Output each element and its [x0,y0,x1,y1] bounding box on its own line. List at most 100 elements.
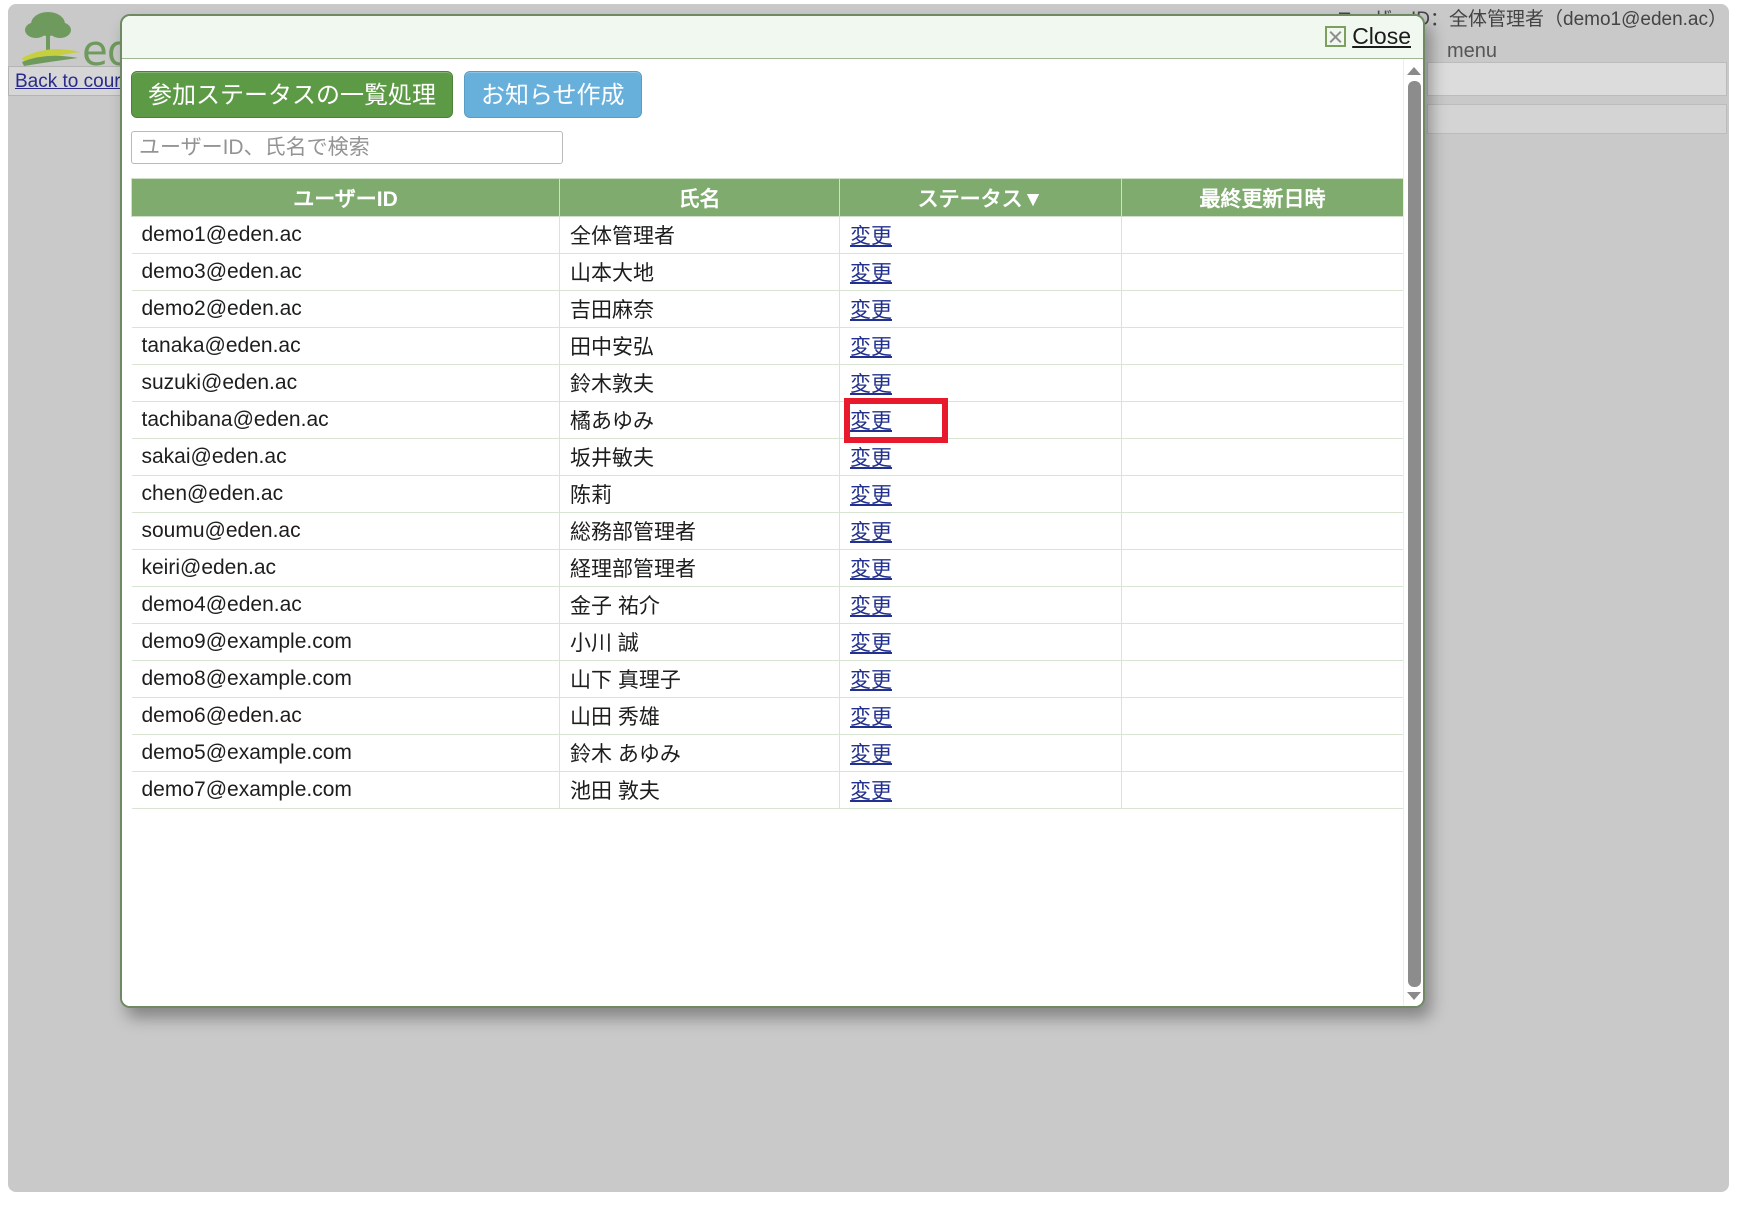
cell-user-id: demo1@eden.ac [131,216,560,254]
cell-status: 変更 [839,549,1122,587]
cell-name: 鈴木 あゆみ [559,734,840,772]
cell-updated [1121,623,1404,661]
cell-status: 変更 [839,475,1122,513]
cell-name: 山下 真理子 [559,660,840,698]
cell-user-id: demo3@eden.ac [131,253,560,291]
change-status-link[interactable]: 変更 [850,299,892,322]
create-notice-button[interactable]: お知らせ作成 [464,71,642,118]
table-row: demo3@eden.ac 山本大地 変更 [131,253,1404,291]
cell-status: 変更 [839,401,1122,439]
cell-status: 変更 [839,216,1122,254]
column-header-user-id[interactable]: ユーザーID [131,178,560,217]
cell-name: 陈莉 [559,475,840,513]
cell-status: 変更 [839,512,1122,550]
change-status-link[interactable]: 変更 [850,521,892,544]
table-row: suzuki@eden.ac 鈴木敦夫 変更 [131,364,1404,402]
change-status-link[interactable]: 変更 [850,558,892,581]
cell-user-id: sakai@eden.ac [131,438,560,476]
cell-name: 山田 秀雄 [559,697,840,735]
cell-name: 鈴木敦夫 [559,364,840,402]
tree-icon [22,12,80,66]
cell-status: 変更 [839,586,1122,624]
cell-name: 吉田麻奈 [559,290,840,328]
change-status-link[interactable]: 変更 [850,262,892,285]
cell-name: 小川 誠 [559,623,840,661]
cell-updated [1121,512,1404,550]
cell-status: 変更 [839,771,1122,809]
change-status-link[interactable]: 変更 [850,669,892,692]
column-header-updated[interactable]: 最終更新日時 [1121,178,1404,217]
table-row: demo9@example.com 小川 誠変更 [131,623,1404,661]
cell-user-id: tanaka@eden.ac [131,327,560,365]
cell-status: 変更 [839,660,1122,698]
change-status-link[interactable]: 変更 [850,447,892,470]
menu-box-secondary[interactable] [1427,104,1727,134]
cell-updated [1121,290,1404,328]
change-status-link[interactable]: 変更 [850,595,892,618]
change-status-link[interactable]: 変更 [850,484,892,507]
change-status-link[interactable]: 変更 [850,780,892,803]
close-button[interactable]: Close [1325,25,1411,48]
triangle-up-icon[interactable] [1407,65,1421,77]
modal-header: Close [122,16,1423,59]
cell-name: 田中安弘 [559,327,840,365]
change-status-link[interactable]: 変更 [850,706,892,729]
table-row: demo1@eden.ac 全体管理者 変更 [131,216,1404,254]
cell-updated [1121,327,1404,365]
cell-status: 変更 [839,364,1122,402]
table-row: demo4@eden.ac 金子 祐介 変更 [131,586,1404,624]
cell-name: 全体管理者 [559,216,840,254]
menu-box-primary[interactable] [1427,62,1727,96]
table-row: demo5@example.com 鈴木 あゆみ 変更 [131,734,1404,772]
cell-updated [1121,401,1404,439]
change-status-link[interactable]: 変更 [850,225,892,248]
table-row: demo6@eden.ac 山田 秀雄 変更 [131,697,1404,735]
cell-status: 変更 [839,253,1122,291]
close-x-icon [1325,26,1347,47]
scrollbar-thumb[interactable] [1408,81,1421,987]
table-row: tanaka@eden.ac 田中安弘 変更 [131,327,1404,365]
cell-user-id: soumu@eden.ac [131,512,560,550]
cell-user-id: chen@eden.ac [131,475,560,513]
cell-updated [1121,586,1404,624]
table-row: demo8@example.com 山下 真理子 変更 [131,660,1404,698]
cell-user-id: demo2@eden.ac [131,290,560,328]
triangle-down-icon[interactable] [1407,990,1421,1002]
cell-user-id: demo6@eden.ac [131,697,560,735]
change-status-link[interactable]: 変更 [850,743,892,766]
cell-updated [1121,771,1404,809]
table-row: demo2@eden.ac 吉田麻奈 変更 [131,290,1404,328]
cell-name: 経理部管理者 [559,549,840,587]
column-header-status[interactable]: ステータス▼ [839,178,1122,217]
bulk-status-button[interactable]: 参加ステータスの一覧処理 [131,71,453,118]
user-info: ユーザーID：全体管理者（demo1@eden.ac） [1335,9,1727,30]
change-status-link[interactable]: 変更 [850,336,892,359]
user-status-table: ユーザーID 氏名 ステータス▼ 最終更新日時 demo1@eden.ac 全体管… [131,178,1404,809]
cell-status: 変更 [839,623,1122,661]
back-to-course-label: Back to course [15,71,141,92]
close-button-label: Close [1352,23,1411,49]
cell-name: 橘あゆみ [559,401,840,439]
change-status-link[interactable]: 変更 [850,373,892,396]
cell-status: 変更 [839,327,1122,365]
cell-user-id: demo8@example.com [131,660,560,698]
cell-status: 変更 [839,438,1122,476]
participant-status-modal: Close 参加ステータスの一覧処理 お知らせ作成 ユーザーID 氏名 ステータ… [120,14,1425,1008]
change-status-link[interactable]: 変更 [850,632,892,655]
search-input[interactable] [131,131,563,164]
cell-user-id: suzuki@eden.ac [131,364,560,402]
cell-user-id: tachibana@eden.ac [131,401,560,439]
table-row: chen@eden.ac 陈莉 変更 [131,475,1404,513]
cell-updated [1121,364,1404,402]
cell-updated [1121,216,1404,254]
modal-content: 参加ステータスの一覧処理 お知らせ作成 ユーザーID 氏名 ステータス▼ 最終更… [122,59,1406,1006]
table-header-row: ユーザーID 氏名 ステータス▼ 最終更新日時 [131,178,1404,217]
cell-status: 変更 [839,697,1122,735]
cell-updated [1121,253,1404,291]
cell-updated [1121,734,1404,772]
modal-scrollbar[interactable] [1403,59,1423,1006]
change-status-link[interactable]: 変更 [850,410,892,433]
column-header-name[interactable]: 氏名 [559,178,840,217]
cell-user-id: demo9@example.com [131,623,560,661]
cell-updated [1121,475,1404,513]
